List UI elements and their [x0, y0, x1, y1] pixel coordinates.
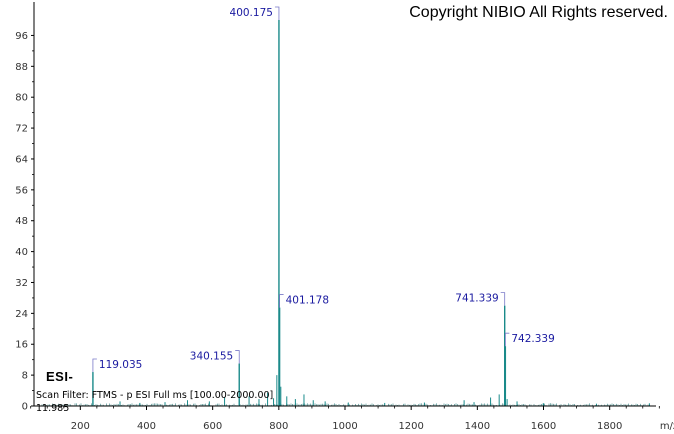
y-tick-label: 0: [22, 402, 28, 413]
x-tick-label: 400: [137, 421, 156, 432]
peak-label: 400.175: [230, 7, 273, 19]
peak-label-group: 340.155: [190, 350, 240, 364]
peak-label-group: 119.035: [92, 358, 142, 373]
y-tick-label: 56: [15, 185, 28, 196]
peak-label: 741.339: [455, 293, 498, 305]
y-tick-label: 88: [15, 62, 28, 73]
peak-label: 742.339: [511, 333, 554, 345]
y-tick-label: 8: [22, 371, 28, 382]
corner-value: 11.985: [36, 403, 70, 414]
peak-label-group: 400.175: [230, 6, 280, 20]
peak-label: 340.155: [190, 351, 233, 363]
axes: 0 8 16 24 32 40 48 56 64 72 80 88 96 200 400 600 800 1000…: [15, 2, 674, 432]
peak-labels: 119.035 340.155 400.175 401.178 741.339 742.3…: [92, 6, 555, 373]
peak-label-connector: [500, 292, 506, 306]
y-tick-label: 32: [15, 278, 28, 289]
peak-label-connector: [235, 350, 240, 364]
y-tick-label: 80: [15, 93, 28, 104]
peak-label-connector: [92, 358, 97, 373]
peak-label-connector: [504, 332, 510, 347]
y-tick-label: 24: [15, 309, 28, 320]
y-tick-label: 16: [15, 340, 28, 351]
x-tick-label: 1600: [531, 421, 556, 432]
y-tick-label: 64: [15, 154, 28, 165]
x-tick-label: 800: [269, 421, 288, 432]
y-tick-label: 96: [15, 31, 28, 42]
x-tick-label: 1800: [597, 421, 622, 432]
x-tick-label: 1400: [465, 421, 490, 432]
peak-label: 401.178: [286, 295, 329, 307]
x-tick-label: 600: [203, 421, 222, 432]
spectrum-peaks: [92, 20, 650, 406]
x-tick-label: 200: [71, 421, 90, 432]
x-tick-label: 1200: [398, 421, 423, 432]
peak-label-group: 742.339: [504, 332, 555, 347]
peak-label-group: 741.339: [455, 292, 506, 306]
x-tick-label: 1000: [332, 421, 357, 432]
peak-label-connector: [279, 294, 284, 308]
y-tick-label: 48: [15, 216, 28, 227]
peak-label-connector: [274, 6, 280, 20]
y-tick-label: 72: [15, 124, 28, 135]
x-axis-label: m/z: [660, 421, 674, 432]
peak-label-group: 401.178: [279, 294, 329, 308]
ionization-mode-label: ESI-: [46, 369, 74, 384]
y-tick-label: 40: [15, 247, 28, 258]
copyright-notice: Copyright NIBIO All Rights reserved.: [409, 4, 668, 21]
scan-filter-text: Scan Filter: FTMS - p ESI Full ms [100.0…: [36, 390, 274, 401]
peak-label: 119.035: [99, 359, 142, 371]
